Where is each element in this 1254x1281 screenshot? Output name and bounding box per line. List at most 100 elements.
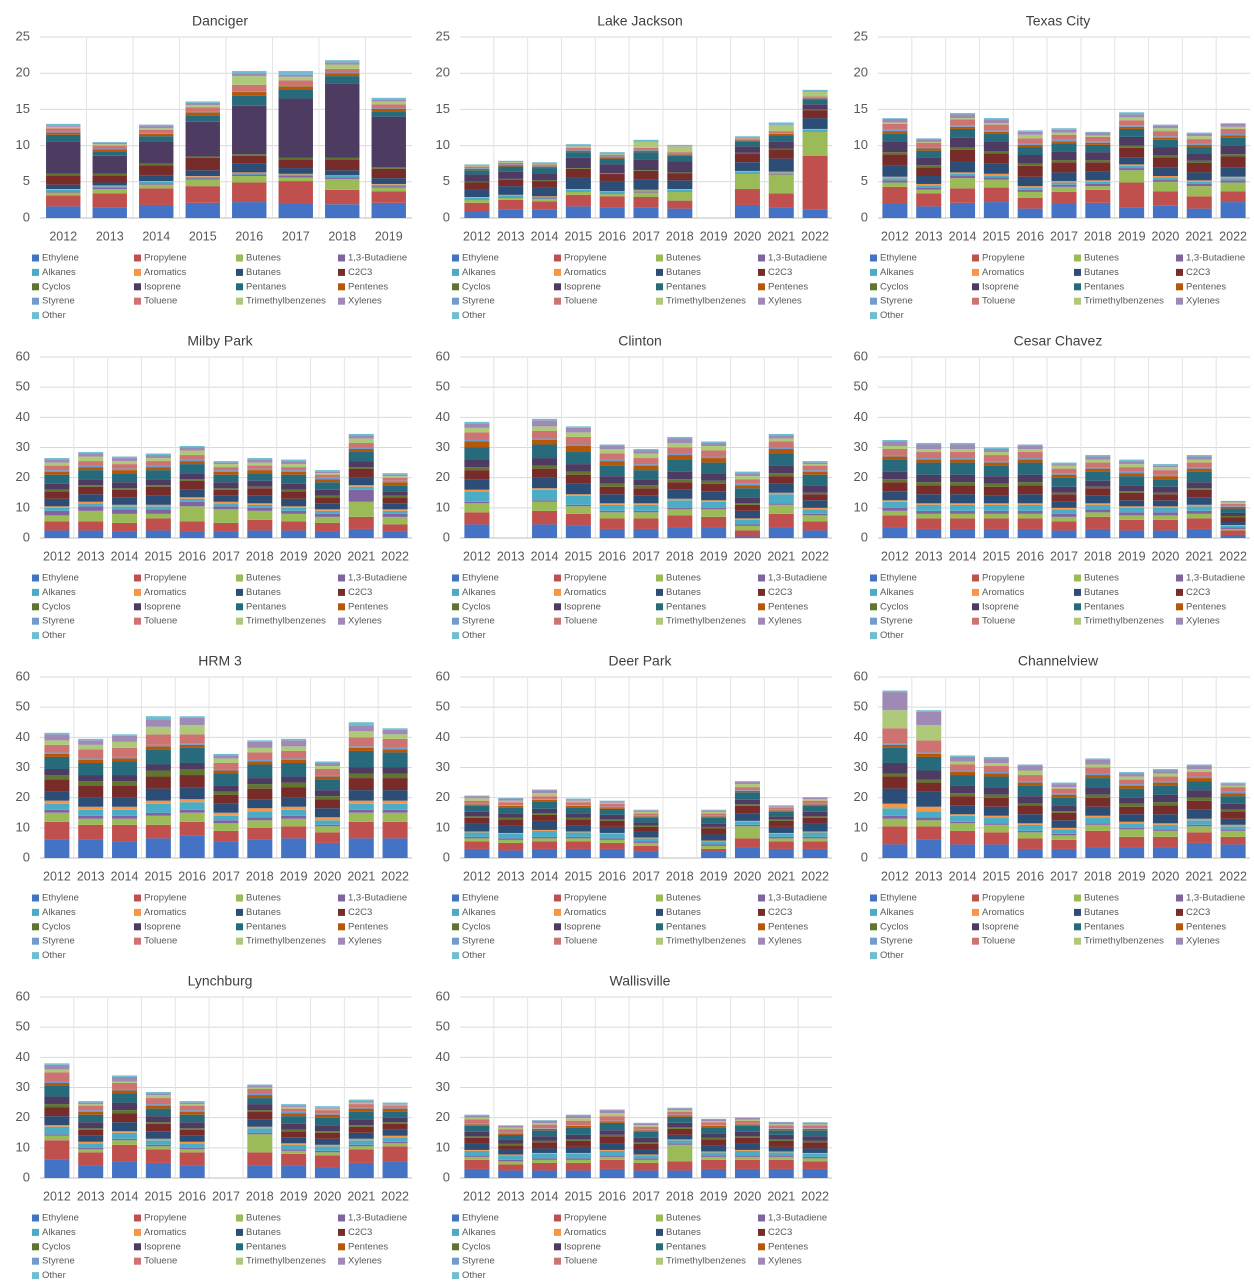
legend-swatch: [870, 283, 877, 291]
legend-swatch: [656, 1228, 663, 1236]
bar-segment: [633, 831, 659, 838]
bar-segment: [532, 181, 558, 188]
bar-segment: [1220, 528, 1246, 531]
bar-segment: [882, 826, 908, 845]
legend-swatch: [134, 603, 141, 611]
bar-segment: [1152, 128, 1178, 132]
legend-swatch: [452, 923, 459, 931]
bar-segment: [1051, 474, 1077, 478]
chart-title: Clinton: [618, 333, 662, 349]
bar-segment: [950, 510, 976, 514]
legend-swatch: [32, 632, 39, 640]
bar-segment: [46, 173, 81, 176]
bar-segment: [112, 734, 138, 736]
bar-segment: [983, 131, 1009, 135]
bar-segment: [1220, 501, 1246, 503]
legend-swatch: [554, 923, 561, 931]
bar-segment: [281, 758, 307, 760]
bar-segment: [179, 716, 205, 718]
bar-segment: [983, 773, 1009, 777]
legend-label: Pentenes: [348, 921, 388, 932]
bar-segment: [382, 1146, 408, 1162]
legend-label: Aromatics: [982, 907, 1024, 918]
bar-segment: [1186, 781, 1212, 791]
bar-segment: [179, 769, 205, 776]
bar-segment: [532, 1158, 558, 1160]
bar-segment: [565, 444, 591, 446]
bar-segment: [532, 1162, 558, 1171]
bar-segment: [92, 155, 127, 174]
bar-segment: [1186, 824, 1212, 827]
bar-segment: [78, 506, 104, 511]
bar-segment: [185, 178, 220, 180]
bar-segment: [565, 144, 591, 146]
bar-segment: [633, 465, 659, 471]
bar-segment: [1186, 459, 1212, 463]
bar-segment: [768, 438, 794, 442]
bar-segment: [1119, 164, 1145, 166]
bar-segment: [112, 506, 138, 510]
bar-segment: [532, 796, 558, 800]
bar-segment: [1051, 151, 1077, 161]
legend-label: Pentenes: [768, 601, 808, 612]
legend-label: Butanes: [666, 267, 701, 278]
bar-segment: [599, 191, 625, 192]
bar-segment: [179, 461, 205, 465]
bar-segment: [1051, 473, 1077, 475]
bar-segment: [464, 459, 490, 468]
bar-segment: [179, 1104, 205, 1106]
legend-swatch: [134, 1214, 141, 1222]
bar-segment: [565, 1134, 591, 1140]
bar-segment: [382, 821, 408, 839]
bar-segment: [1119, 117, 1145, 121]
legend-label: Alkanes: [462, 1227, 496, 1238]
bar-segment: [701, 1121, 727, 1123]
legend-swatch: [236, 617, 243, 625]
bar-segment: [348, 1126, 374, 1133]
bar-segment: [464, 1125, 490, 1132]
bar-segment: [802, 509, 828, 514]
bar-segment: [464, 1149, 490, 1151]
bar-segment: [532, 465, 558, 469]
x-tick-label: 2018: [1084, 869, 1112, 883]
bar-segment: [701, 516, 727, 528]
bar-segment: [532, 477, 558, 489]
bar-segment: [464, 470, 490, 480]
legend-swatch: [972, 268, 979, 276]
bar-segment: [247, 1110, 273, 1112]
bar-segment: [532, 1153, 558, 1159]
bar-segment: [78, 806, 104, 810]
bar-segment: [247, 462, 273, 466]
legend-swatch: [134, 254, 141, 262]
bar-segment: [185, 102, 220, 106]
bar-segment: [1051, 812, 1077, 821]
bar-segment: [498, 1139, 524, 1144]
bar-segment: [1152, 176, 1178, 178]
bar-segment: [464, 805, 490, 812]
bar-segment: [1119, 515, 1145, 520]
bar-segment: [139, 183, 174, 185]
bar-segment: [633, 495, 659, 504]
bar-segment: [139, 133, 174, 135]
bar-segment: [348, 449, 374, 453]
legend-swatch: [656, 1257, 663, 1265]
bar-segment: [145, 776, 171, 789]
bar-segment: [247, 761, 273, 765]
bar-segment: [348, 1149, 374, 1163]
bar-segment: [802, 804, 828, 806]
bar-segment: [802, 110, 828, 119]
bar-segment: [882, 445, 908, 450]
bar-segment: [325, 178, 360, 190]
bar-segment: [983, 503, 1009, 505]
bar-segment: [112, 482, 138, 489]
legend-label: Butenes: [666, 253, 701, 264]
legend-swatch: [1176, 937, 1183, 945]
bar-segment: [464, 803, 490, 805]
bar-segment: [348, 438, 374, 443]
bar-segment: [1186, 183, 1212, 187]
bar-segment: [464, 1168, 490, 1178]
legend-swatch: [236, 908, 243, 916]
bar-segment: [532, 1128, 558, 1131]
bar-segment: [983, 787, 1009, 795]
